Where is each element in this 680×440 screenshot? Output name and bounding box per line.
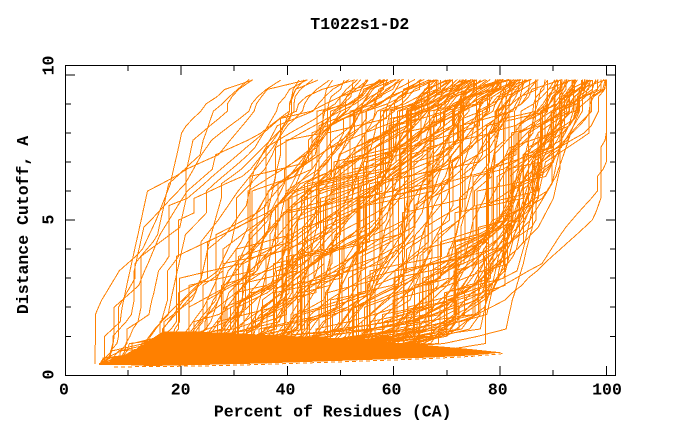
svg-text:20: 20	[171, 381, 191, 400]
svg-text:0: 0	[40, 370, 59, 380]
svg-text:10: 10	[40, 56, 59, 76]
svg-text:100: 100	[592, 381, 622, 400]
svg-text:0: 0	[59, 381, 69, 400]
svg-text:Percent of Residues (CA): Percent of Residues (CA)	[214, 403, 452, 422]
svg-text:80: 80	[488, 381, 508, 400]
svg-text:60: 60	[382, 381, 402, 400]
svg-text:5: 5	[40, 215, 59, 225]
svg-text:40: 40	[276, 381, 296, 400]
svg-text:T1022s1-D2: T1022s1-D2	[310, 15, 409, 34]
svg-text:Distance Cutoff, A: Distance Cutoff, A	[14, 136, 33, 314]
